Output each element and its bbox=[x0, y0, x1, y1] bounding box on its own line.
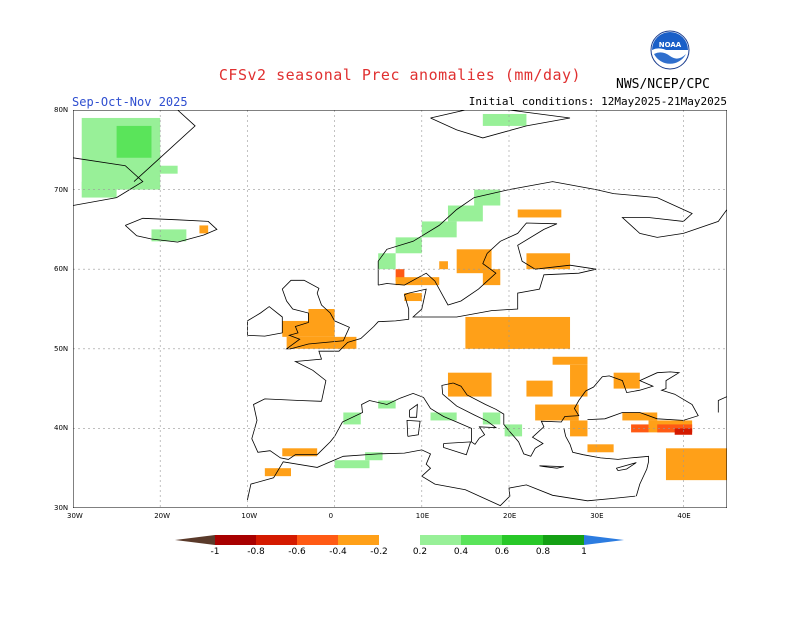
anomaly-cell-21 bbox=[282, 320, 335, 337]
anomaly-cell-8 bbox=[421, 221, 457, 238]
anomaly-cell-32 bbox=[622, 412, 658, 421]
coastline-18 bbox=[615, 462, 637, 472]
legend-colorbar bbox=[175, 535, 624, 545]
anomaly-cell-29 bbox=[526, 380, 553, 397]
coastline-6 bbox=[408, 268, 597, 318]
anomaly-cell-9 bbox=[447, 205, 483, 222]
anomaly-cell-18 bbox=[526, 253, 571, 270]
coastline-13 bbox=[406, 419, 421, 437]
lon-tick-label: 10E bbox=[415, 512, 430, 520]
coastline-14 bbox=[409, 403, 418, 418]
lon-tick-label: 20W bbox=[154, 512, 171, 520]
chart-title: CFSv2 seasonal Prec anomalies (mm/day) bbox=[218, 66, 582, 84]
anomaly-cell-25 bbox=[552, 356, 588, 365]
coastline-8 bbox=[246, 306, 283, 337]
forecast-period: Sep-Oct-Nov 2025 bbox=[72, 95, 188, 109]
coastline-15 bbox=[453, 371, 699, 457]
anomaly-cell-6 bbox=[378, 253, 396, 270]
coastline-7 bbox=[281, 279, 350, 350]
initial-conditions: Initial conditions: 12May2025-21May2025 bbox=[468, 95, 727, 108]
anomaly-cell-7 bbox=[395, 237, 422, 254]
legend-label: -0.6 bbox=[288, 547, 306, 557]
lat-tick-label: 70N bbox=[54, 185, 69, 194]
logo-text: NOAA bbox=[659, 41, 682, 49]
legend-swatch bbox=[502, 535, 543, 545]
lat-tick-label: 50N bbox=[54, 344, 69, 353]
legend-swatch bbox=[338, 535, 379, 545]
org-label: NWS/NCEP/CPC bbox=[616, 77, 710, 92]
legend-swatch bbox=[379, 535, 420, 545]
anomaly-cell-10 bbox=[474, 189, 501, 206]
anomaly-cell-42 bbox=[365, 452, 383, 461]
anomaly-cell-47 bbox=[504, 424, 523, 437]
lon-tick-label: 30E bbox=[590, 512, 604, 520]
coastline-19 bbox=[247, 449, 636, 507]
noaa-logo: NOAA bbox=[650, 30, 690, 70]
anomaly-cell-13 bbox=[395, 277, 440, 286]
anomaly-cell-14 bbox=[404, 293, 422, 302]
lon-tick-label: 40E bbox=[677, 512, 691, 520]
lat-tick-label: 80N bbox=[54, 106, 69, 114]
anomaly-cell-30 bbox=[535, 404, 579, 421]
anomaly-cell-1 bbox=[116, 125, 152, 158]
legend-swatch bbox=[215, 535, 256, 545]
lat-tick-label: 60N bbox=[54, 265, 69, 274]
lon-tick-label: 30W bbox=[67, 512, 83, 520]
anomaly-cell-19 bbox=[439, 261, 448, 270]
coastline-5 bbox=[378, 222, 597, 306]
graticule bbox=[73, 110, 727, 508]
anomaly-cell-15 bbox=[456, 249, 492, 274]
coastline-10 bbox=[251, 397, 401, 460]
coastline-16 bbox=[563, 428, 649, 497]
coastline-17 bbox=[539, 465, 564, 469]
color-legend bbox=[0, 532, 800, 562]
legend-swatch bbox=[543, 535, 584, 545]
legend-label: 0.4 bbox=[453, 547, 469, 557]
anomaly-cell-40 bbox=[264, 468, 291, 477]
legend-label: -1 bbox=[210, 547, 220, 557]
lat-tick-label: 30N bbox=[54, 504, 69, 512]
anomaly-map bbox=[72, 109, 728, 509]
legend-swatch bbox=[420, 535, 461, 545]
anomaly-cell-26 bbox=[570, 364, 588, 397]
anomaly-cell-43 bbox=[343, 412, 361, 425]
lon-tick-label: 20E bbox=[503, 512, 517, 520]
coastline-20 bbox=[717, 396, 728, 413]
anomaly-cell-37 bbox=[587, 444, 614, 453]
legend-arrow-right bbox=[584, 535, 624, 545]
lat-tick-label: 40N bbox=[54, 424, 69, 433]
anomaly-cell-24 bbox=[495, 340, 523, 349]
legend-swatch bbox=[297, 535, 338, 545]
lon-tick-label: 10W bbox=[241, 512, 258, 520]
legend-swatch bbox=[256, 535, 297, 545]
coastline-0 bbox=[72, 157, 144, 206]
legend-label: 1 bbox=[581, 547, 587, 557]
coastline-9 bbox=[293, 292, 410, 402]
legend-label: -0.4 bbox=[329, 547, 347, 557]
anomaly-cell-38 bbox=[665, 448, 727, 481]
anomaly-cell-46 bbox=[482, 412, 501, 425]
coastline-11 bbox=[399, 382, 498, 445]
legend-label: -0.8 bbox=[247, 547, 265, 557]
legend-label: 0.8 bbox=[535, 547, 551, 557]
anomaly-cell-3 bbox=[151, 165, 178, 174]
anomaly-cell-12 bbox=[395, 269, 405, 282]
legend-swatch bbox=[461, 535, 502, 545]
anomaly-cell-39 bbox=[282, 448, 318, 457]
anomaly-cell-28 bbox=[447, 372, 492, 397]
anomaly-cell-17 bbox=[517, 209, 562, 218]
legend-label: -0.2 bbox=[370, 547, 388, 557]
coastline-12 bbox=[443, 441, 472, 456]
legend-label: 0.2 bbox=[412, 547, 428, 557]
anomaly-cell-11 bbox=[482, 113, 527, 126]
anomaly-cell-27 bbox=[613, 372, 640, 389]
anomaly-cell-5 bbox=[199, 225, 209, 234]
coastline-2 bbox=[125, 217, 218, 243]
map-background bbox=[73, 110, 727, 508]
legend-label: 0.6 bbox=[494, 547, 510, 557]
lon-tick-label: 0 bbox=[328, 512, 334, 520]
anomaly-cell-41 bbox=[334, 460, 370, 469]
legend-arrow-left bbox=[175, 535, 215, 545]
anomaly-cell-4 bbox=[151, 229, 187, 242]
